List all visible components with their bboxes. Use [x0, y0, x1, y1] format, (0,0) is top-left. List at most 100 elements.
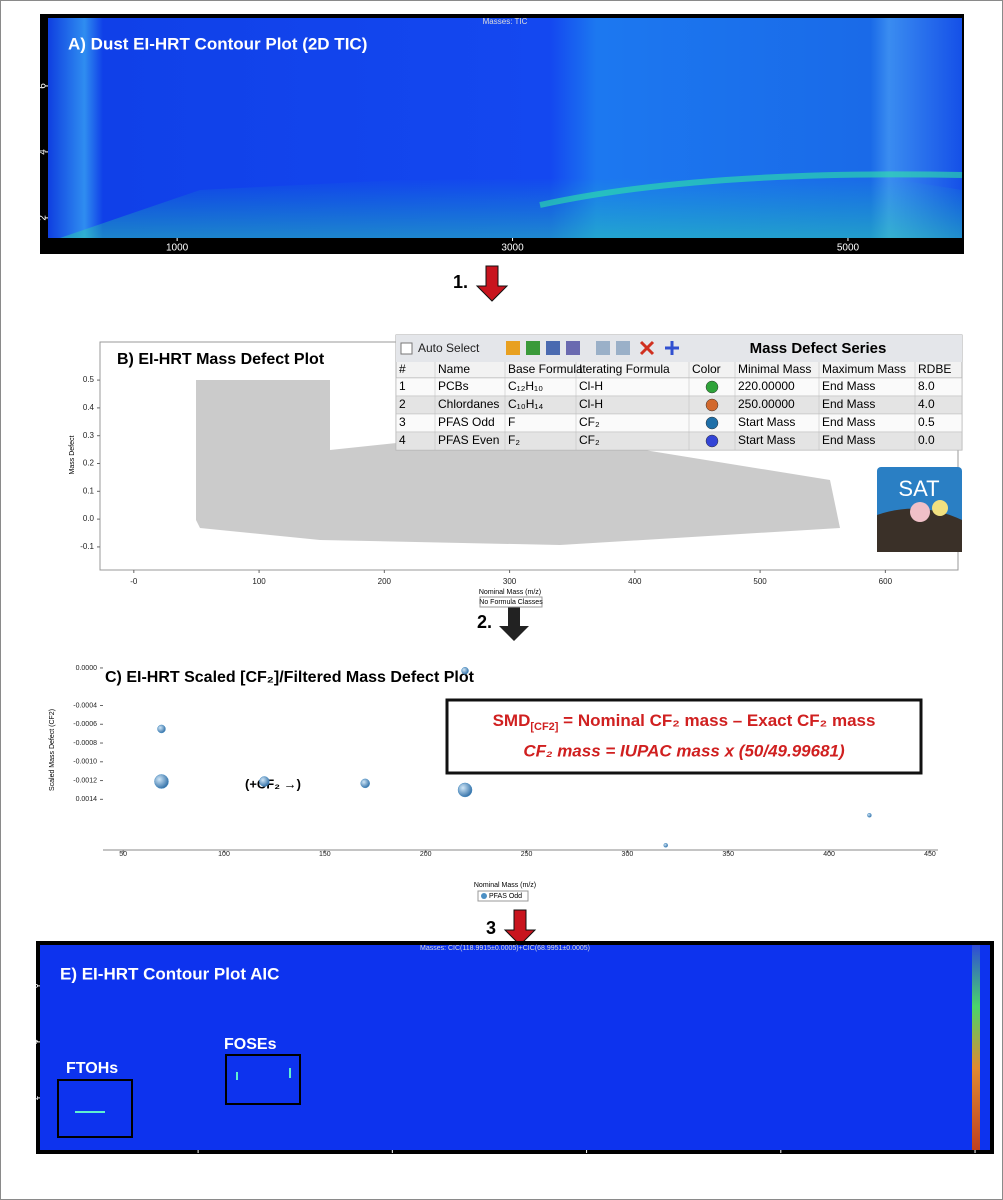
table-cell: Start Mass [738, 433, 795, 447]
x-tick-label: 5000 [966, 1157, 984, 1166]
table-cell: F₂ [508, 433, 520, 447]
table-cell: End Mass [822, 397, 875, 411]
bubble [361, 779, 370, 788]
color-swatch [706, 435, 718, 447]
column-header: Base Formula [508, 362, 583, 376]
table-cell: 0.0 [918, 433, 935, 447]
column-header: Color [692, 362, 721, 376]
figure: Masses: TIC A) Dust EI-HRT Contour Plot … [0, 0, 1003, 1200]
table-cell: 220.00000 [738, 379, 795, 393]
table-cell: CF₂ [579, 433, 600, 447]
tool-icon[interactable] [596, 341, 610, 355]
tool-icon[interactable] [546, 341, 560, 355]
y-tick-label: 0.0000 [76, 665, 98, 672]
x-tick-label: -0 [130, 577, 138, 586]
x-tick-label: 4000 [772, 1157, 790, 1166]
x-tick-label: 2000 [383, 1157, 401, 1166]
color-swatch [706, 399, 718, 411]
table-cell: C₁₂H₁₀ [508, 379, 543, 393]
table-cell: C₁₀H₁₄ [508, 397, 543, 411]
y-tick-label: 0.4 [83, 403, 95, 412]
panel-title: B) EI-HRT Mass Defect Plot [117, 351, 325, 368]
x-tick-label: 5000 [837, 243, 860, 254]
x-tick-label: 400 [628, 577, 642, 586]
tool-icon[interactable] [566, 341, 580, 355]
table-title: Mass Defect Series [750, 340, 887, 357]
column-header: Iterating Formula [579, 362, 670, 376]
bubble [462, 667, 469, 674]
x-tick-label: 350 [722, 851, 734, 858]
x-axis-label: Nominal Mass (m/z) [479, 589, 541, 596]
y-axis-label: Mass Defect [69, 435, 76, 474]
y-tick-label: -0.0012 [73, 777, 97, 784]
box-label: FTOHs [66, 1060, 118, 1077]
x-tick-label: 400 [823, 851, 835, 858]
column-header: Maximum Mass [822, 362, 906, 376]
logo-dot [932, 500, 948, 516]
x-tick-label: 200 [420, 851, 432, 858]
formula-sub: [CF2] [530, 721, 558, 733]
formula: CF₂ mass = IUPAC mass x (50/49.99681) [523, 741, 845, 760]
x-tick-label: 600 [879, 577, 893, 586]
x-tick-label: 300 [622, 851, 634, 858]
color-swatch [706, 381, 718, 393]
column-header: Name [438, 362, 470, 376]
y-tick-label: -0.0008 [73, 740, 97, 747]
row-bg [396, 378, 962, 396]
panel-title: C) EI-HRT Scaled [CF₂]/Filtered Mass Def… [105, 669, 475, 686]
masses-label: Masses: CIC(118.9915±0.0005)+CIC(68.9951… [420, 945, 590, 952]
table-cell: End Mass [822, 433, 875, 447]
y-tick-label: -0.0004 [73, 702, 97, 709]
table-cell: End Mass [822, 415, 875, 429]
column-header: # [399, 362, 406, 376]
x-axis-label: Nominal Mass (m/z) [474, 882, 536, 889]
table-cell: PFAS Odd [438, 415, 495, 429]
masses-label: Masses: TIC [483, 17, 528, 26]
auto-select[interactable]: Auto Select [418, 341, 480, 355]
bubble [867, 813, 871, 817]
checkbox[interactable] [401, 343, 412, 354]
panel-title: E) EI-HRT Contour Plot AIC [60, 964, 279, 983]
legend-label: PFAS Odd [489, 893, 522, 900]
x-tick-label: 150 [319, 851, 331, 858]
column-header: RDBE [918, 362, 951, 376]
color-swatch [706, 417, 718, 429]
table-cell: PFAS Even [438, 433, 499, 447]
y-axis-label: Scaled Mass Defect (CF2) [49, 709, 56, 791]
y-tick-label: 6 [31, 983, 40, 988]
table-cell: CF₂ [579, 415, 600, 429]
annotation: (+CF₂ →) [245, 776, 301, 791]
step-label: 1. [453, 272, 468, 292]
box-label: FOSEs [224, 1036, 277, 1053]
tool-icon[interactable] [506, 341, 520, 355]
bubble [154, 774, 168, 788]
table-cell: 8.0 [918, 379, 935, 393]
x-tick-label: 50 [119, 851, 127, 858]
arrow [499, 606, 529, 641]
table-cell: 4.0 [918, 397, 935, 411]
step-label: 2. [477, 612, 492, 632]
y-tick-label: 0.0014 [76, 796, 98, 803]
bubble [259, 776, 269, 786]
x-tick-label: 200 [378, 577, 392, 586]
logo-text: SAT [898, 476, 939, 501]
logo-dot [910, 502, 930, 522]
arrow [477, 266, 507, 301]
y-tick-label: 2 [38, 215, 49, 221]
x-tick-label: 100 [218, 851, 230, 858]
x-tick-label: 250 [521, 851, 533, 858]
y-tick-label: -0.1 [80, 542, 94, 551]
x-tick-label: 450 [924, 851, 936, 858]
x-tick-label: 3000 [578, 1157, 596, 1166]
table-cell: 250.00000 [738, 397, 795, 411]
tool-icon[interactable] [526, 341, 540, 355]
bubble [664, 843, 668, 847]
formula-part: SMD [493, 711, 531, 730]
table-cell: PCBs [438, 379, 469, 393]
table-cell: 4 [399, 433, 406, 447]
tool-icon[interactable] [616, 341, 630, 355]
table-cell: Start Mass [738, 415, 795, 429]
table-cell: 3 [399, 415, 406, 429]
y-tick-label: 0.0 [83, 514, 95, 523]
y-tick-label: 0.5 [83, 375, 95, 384]
